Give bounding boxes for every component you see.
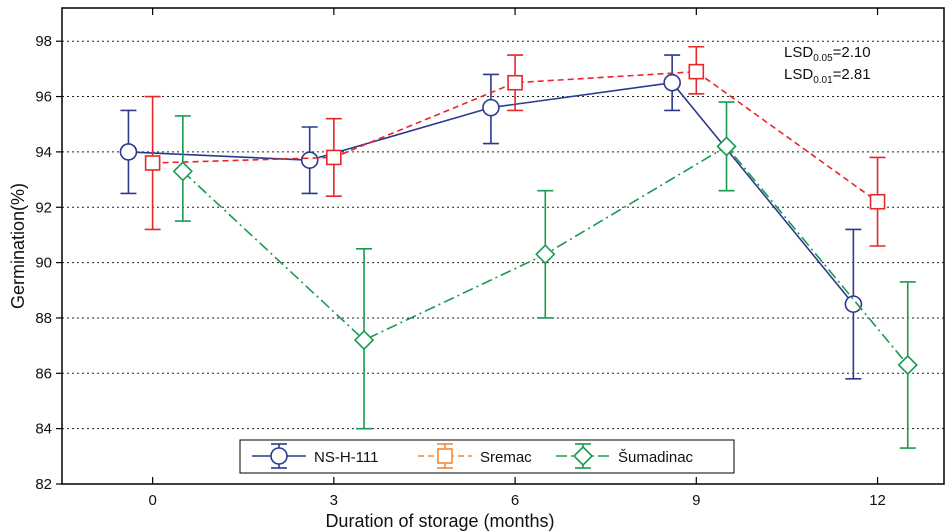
series-2 (172, 101, 918, 449)
y-tick-label-98: 98 (35, 33, 52, 50)
lsd-line-2: LSD0.01=2.81 (784, 66, 871, 86)
y-tick-label-84: 84 (35, 421, 52, 438)
series-1 (144, 45, 886, 247)
legend-label-1: Sremac (480, 449, 532, 466)
x-tick-label-12: 12 (869, 492, 886, 509)
legend-item-2: Šumadinac (556, 443, 694, 469)
data-point-2-2 (535, 244, 556, 265)
x-tick-label-0: 0 (148, 492, 156, 509)
data-point-0-0 (119, 143, 138, 161)
plot-frame (61, 7, 945, 485)
x-axis-title: Duration of storage (months) (325, 511, 554, 531)
data-point-1-1 (326, 149, 342, 166)
y-tick-label-96: 96 (35, 89, 52, 106)
y-tick-label-82: 82 (35, 476, 52, 493)
x-tick-label-3: 3 (330, 492, 338, 509)
legend-item-1: Sremac (418, 443, 532, 469)
y-tick-label-90: 90 (35, 255, 52, 272)
data-point-1-0 (144, 155, 161, 171)
series-layer (119, 45, 918, 449)
data-point-0-1 (300, 151, 319, 170)
data-point-2-4 (897, 354, 918, 376)
data-point-1-2 (507, 74, 523, 91)
data-point-0-3 (663, 73, 681, 92)
data-point-2-0 (172, 161, 193, 182)
data-point-0-4 (844, 295, 863, 313)
legend-marker-1 (437, 448, 453, 464)
legend: NS-H-111 Sremac Šumadinac (239, 439, 735, 474)
legend-marker-0 (270, 447, 288, 465)
data-point-2-3 (716, 136, 737, 157)
y-tick-label-94: 94 (35, 144, 52, 161)
x-tick-label-9: 9 (692, 492, 700, 509)
lsd-annotation: LSD0.05=2.10 LSD0.01=2.81 (784, 44, 871, 86)
data-point-2-1 (353, 329, 375, 351)
lsd-line-1: LSD0.05=2.10 (784, 44, 871, 64)
legend-item-0: NS-H-111 (252, 443, 378, 469)
grid-layer (62, 40, 944, 430)
series-0 (119, 54, 863, 380)
legend-label-0: NS-H-111 (314, 449, 378, 466)
y-tick-label-88: 88 (35, 310, 52, 327)
legend-box (239, 439, 735, 474)
y-tick-label-92: 92 (35, 199, 52, 216)
x-tick-label-6: 6 (511, 492, 519, 509)
data-point-1-3 (688, 63, 705, 80)
axis-layer: 82 84 86 88 90 92 94 96 98 0 3 6 9 12 (35, 8, 886, 509)
legend-marker-2 (572, 445, 594, 467)
legend-label-2: Šumadinac (618, 449, 694, 466)
data-point-0-2 (482, 98, 500, 117)
data-point-1-4 (869, 193, 886, 210)
y-tick-label-86: 86 (35, 365, 52, 382)
series-line-1 (152, 70, 878, 203)
y-axis-title: Germination(%) (8, 183, 28, 309)
